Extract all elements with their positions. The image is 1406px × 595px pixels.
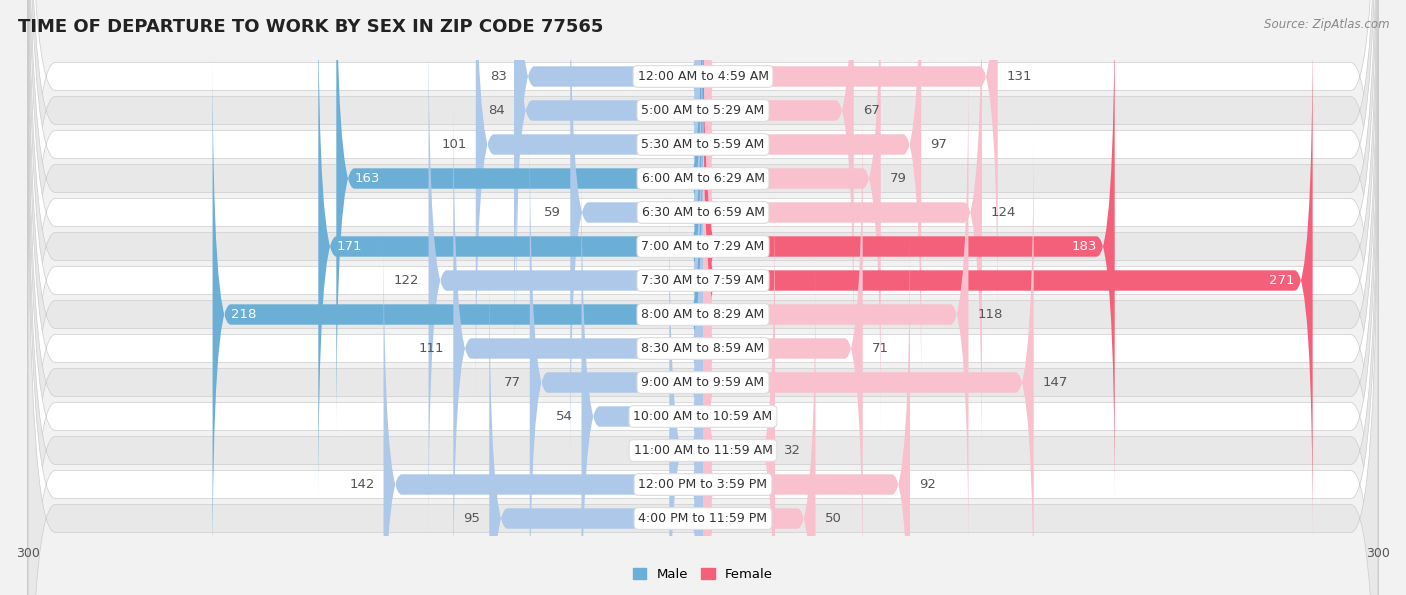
Text: 142: 142 <box>349 478 374 491</box>
FancyBboxPatch shape <box>28 0 1378 595</box>
Text: 4:00 PM to 11:59 PM: 4:00 PM to 11:59 PM <box>638 512 768 525</box>
Text: 83: 83 <box>491 70 508 83</box>
Text: 95: 95 <box>464 512 481 525</box>
Text: 92: 92 <box>920 478 936 491</box>
Legend: Male, Female: Male, Female <box>627 562 779 586</box>
FancyBboxPatch shape <box>669 189 703 595</box>
FancyBboxPatch shape <box>515 0 703 372</box>
FancyBboxPatch shape <box>703 0 1115 508</box>
FancyBboxPatch shape <box>703 0 880 440</box>
Text: 5:30 AM to 5:59 AM: 5:30 AM to 5:59 AM <box>641 138 765 151</box>
FancyBboxPatch shape <box>28 0 1378 538</box>
FancyBboxPatch shape <box>703 256 815 595</box>
FancyBboxPatch shape <box>28 124 1378 595</box>
Text: 118: 118 <box>977 308 1002 321</box>
FancyBboxPatch shape <box>703 189 775 595</box>
FancyBboxPatch shape <box>28 0 1378 595</box>
FancyBboxPatch shape <box>28 0 1378 595</box>
Text: 8:00 AM to 8:29 AM: 8:00 AM to 8:29 AM <box>641 308 765 321</box>
Text: Source: ZipAtlas.com: Source: ZipAtlas.com <box>1264 18 1389 31</box>
Text: 122: 122 <box>394 274 419 287</box>
Text: 59: 59 <box>544 206 561 219</box>
FancyBboxPatch shape <box>28 0 1378 595</box>
FancyBboxPatch shape <box>336 0 703 440</box>
FancyBboxPatch shape <box>582 155 703 595</box>
Text: 10:00 AM to 10:59 AM: 10:00 AM to 10:59 AM <box>634 410 772 423</box>
Text: 218: 218 <box>231 308 256 321</box>
FancyBboxPatch shape <box>703 0 921 406</box>
Text: 97: 97 <box>931 138 948 151</box>
FancyBboxPatch shape <box>28 90 1378 595</box>
Text: 0: 0 <box>711 410 720 423</box>
Text: 79: 79 <box>890 172 907 185</box>
FancyBboxPatch shape <box>28 57 1378 595</box>
Text: 77: 77 <box>503 376 520 389</box>
Text: 50: 50 <box>824 512 841 525</box>
FancyBboxPatch shape <box>530 121 703 595</box>
Text: 84: 84 <box>488 104 505 117</box>
Text: 32: 32 <box>785 444 801 457</box>
FancyBboxPatch shape <box>28 23 1378 595</box>
FancyBboxPatch shape <box>453 87 703 595</box>
FancyBboxPatch shape <box>429 18 703 542</box>
FancyBboxPatch shape <box>489 256 703 595</box>
Text: 6:30 AM to 6:59 AM: 6:30 AM to 6:59 AM <box>641 206 765 219</box>
Text: TIME OF DEPARTURE TO WORK BY SEX IN ZIP CODE 77565: TIME OF DEPARTURE TO WORK BY SEX IN ZIP … <box>18 18 603 36</box>
Text: 71: 71 <box>872 342 889 355</box>
Text: 9:00 AM to 9:59 AM: 9:00 AM to 9:59 AM <box>641 376 765 389</box>
Text: 11:00 AM to 11:59 AM: 11:00 AM to 11:59 AM <box>634 444 772 457</box>
Text: 111: 111 <box>419 342 444 355</box>
FancyBboxPatch shape <box>28 0 1378 471</box>
FancyBboxPatch shape <box>318 0 703 508</box>
Text: 54: 54 <box>555 410 572 423</box>
Text: 163: 163 <box>354 172 380 185</box>
FancyBboxPatch shape <box>703 223 910 595</box>
FancyBboxPatch shape <box>475 0 703 406</box>
FancyBboxPatch shape <box>703 53 969 577</box>
Text: 171: 171 <box>336 240 361 253</box>
Text: 7:00 AM to 7:29 AM: 7:00 AM to 7:29 AM <box>641 240 765 253</box>
Text: 101: 101 <box>441 138 467 151</box>
FancyBboxPatch shape <box>703 0 981 474</box>
Text: 8:30 AM to 8:59 AM: 8:30 AM to 8:59 AM <box>641 342 765 355</box>
Text: 6:00 AM to 6:29 AM: 6:00 AM to 6:29 AM <box>641 172 765 185</box>
FancyBboxPatch shape <box>703 121 1033 595</box>
Text: 12:00 PM to 3:59 PM: 12:00 PM to 3:59 PM <box>638 478 768 491</box>
FancyBboxPatch shape <box>28 0 1378 595</box>
FancyBboxPatch shape <box>28 0 1378 572</box>
Text: 5:00 AM to 5:29 AM: 5:00 AM to 5:29 AM <box>641 104 765 117</box>
FancyBboxPatch shape <box>703 18 1313 542</box>
FancyBboxPatch shape <box>703 0 998 339</box>
Text: 131: 131 <box>1007 70 1032 83</box>
FancyBboxPatch shape <box>384 223 703 595</box>
FancyBboxPatch shape <box>703 87 863 595</box>
FancyBboxPatch shape <box>516 0 703 339</box>
Text: 124: 124 <box>991 206 1017 219</box>
Text: 67: 67 <box>863 104 880 117</box>
FancyBboxPatch shape <box>28 0 1378 505</box>
Text: 7:30 AM to 7:59 AM: 7:30 AM to 7:59 AM <box>641 274 765 287</box>
FancyBboxPatch shape <box>28 0 1378 595</box>
FancyBboxPatch shape <box>571 0 703 474</box>
FancyBboxPatch shape <box>212 53 703 577</box>
Text: 15: 15 <box>644 444 661 457</box>
Text: 271: 271 <box>1270 274 1295 287</box>
Text: 147: 147 <box>1043 376 1069 389</box>
Text: 12:00 AM to 4:59 AM: 12:00 AM to 4:59 AM <box>637 70 769 83</box>
Text: 183: 183 <box>1071 240 1097 253</box>
FancyBboxPatch shape <box>703 0 853 372</box>
